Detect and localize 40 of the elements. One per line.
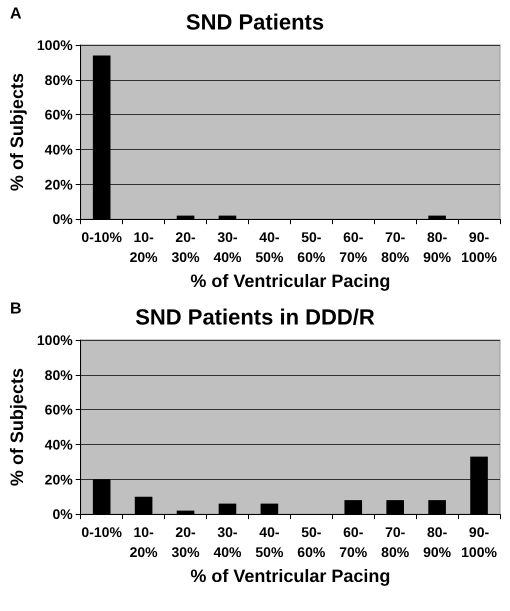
x-axis-title: % of Ventricular Pacing <box>190 566 390 586</box>
y-tick-label: 40% <box>44 436 74 452</box>
x-tick-label: 40- 50% <box>255 524 284 560</box>
x-tick-label: 20- 30% <box>172 524 200 560</box>
x-tick-label: 30- 40% <box>213 229 242 266</box>
y-axis-title: % of Subjects <box>7 73 27 192</box>
x-tick-label: 30- 40% <box>213 524 242 560</box>
x-tick-label: 0-10% <box>81 524 122 540</box>
y-tick-label: 20% <box>44 176 74 192</box>
y-tick-label: 60% <box>44 106 74 123</box>
x-tick-label: 80- 90% <box>423 229 452 266</box>
x-axis-title: % of Ventricular Pacing <box>190 271 390 291</box>
y-tick-label: 80% <box>44 366 74 383</box>
y-tick-label: 20% <box>44 471 74 488</box>
x-tick-label: 60- 70% <box>339 524 368 560</box>
x-tick-label: 50- 60% <box>297 524 326 560</box>
x-tick-label: 40- 50% <box>255 229 284 266</box>
y-tick-label: 0% <box>52 211 74 228</box>
x-tick-label: 10- 20% <box>130 524 158 560</box>
x-tick-label: 90- 100% <box>461 229 498 266</box>
y-axis-title: % of Subjects <box>7 368 27 486</box>
x-tick-label: 0-10% <box>81 229 122 246</box>
x-tick-label: 70- 80% <box>381 524 410 560</box>
text: A <box>10 6 22 22</box>
text: B <box>10 300 22 318</box>
y-tick-label: 100% <box>36 37 74 53</box>
y-tick-label: 100% <box>36 332 74 348</box>
x-tick-label: 80- 90% <box>423 524 452 560</box>
chart-title: SND Patients <box>186 10 324 34</box>
y-tick-label: 0% <box>52 506 74 522</box>
x-tick-label: 10- 20% <box>130 229 158 266</box>
chart-title: SND Patients in DDD/R <box>135 304 375 330</box>
x-tick-label: 50- 60% <box>297 229 326 266</box>
x-tick-label: 20- 30% <box>172 229 200 266</box>
y-tick-label: 80% <box>44 72 74 88</box>
x-tick-label: 60- 70% <box>339 229 368 266</box>
y-tick-label: 60% <box>44 402 74 418</box>
x-tick-label: 90- 100% <box>461 524 498 560</box>
x-tick-label: 70- 80% <box>381 229 410 266</box>
y-tick-label: 40% <box>44 141 74 158</box>
